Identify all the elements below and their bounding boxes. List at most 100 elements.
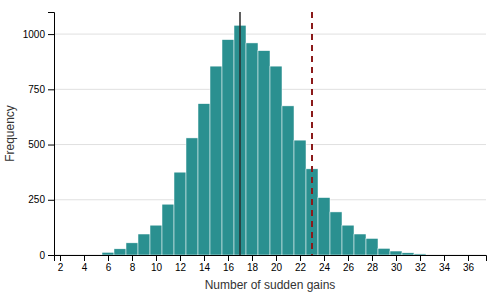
bar [414, 254, 426, 255]
x-tick-label: 34 [439, 262, 451, 273]
x-tick-mark [84, 255, 85, 261]
bar [210, 66, 222, 255]
x-tick-label: 20 [271, 262, 283, 273]
bar [318, 198, 330, 255]
x-tick: 26 [343, 255, 355, 273]
x-tick-mark [420, 255, 421, 261]
x-tick-mark [276, 255, 277, 261]
x-tick-label: 16 [223, 262, 235, 273]
reference-line [239, 12, 241, 255]
y-axis-title: Frequency [3, 105, 17, 162]
reference-line [311, 12, 313, 255]
y-tick-mark [48, 89, 54, 90]
x-tick: 34 [439, 255, 451, 273]
x-tick-label: 10 [151, 262, 163, 273]
x-tick-label: 8 [130, 262, 136, 273]
y-tick-label: 0 [39, 250, 45, 261]
x-tick: 18 [247, 255, 259, 273]
x-tick-mark [252, 255, 253, 261]
x-tick-mark [372, 255, 373, 261]
x-tick-label: 28 [367, 262, 379, 273]
y-tick-mark [48, 34, 54, 35]
x-tick-label: 24 [319, 262, 331, 273]
x-tick-label: 26 [343, 262, 355, 273]
y-tick: 750 [28, 84, 54, 95]
y-tick-mark [48, 200, 54, 201]
bar [222, 40, 234, 255]
x-tick-label: 32 [415, 262, 427, 273]
x-tick-mark [348, 255, 349, 261]
bar [102, 252, 114, 255]
x-tick: 24 [319, 255, 331, 273]
x-axis: 24681012141618202224262830323436 [55, 255, 487, 273]
x-tick: 22 [295, 255, 307, 273]
x-tick: 30 [391, 255, 403, 273]
x-tick-mark [132, 255, 133, 261]
bar [282, 106, 294, 255]
x-tick-mark [396, 255, 397, 261]
bar [402, 253, 414, 255]
y-tick: 500 [28, 139, 54, 150]
x-tick: 16 [223, 255, 235, 273]
grid-line [54, 34, 486, 35]
x-tick-label: 14 [199, 262, 211, 273]
bar [330, 212, 342, 255]
x-tick-mark [468, 255, 469, 261]
bar [246, 43, 258, 255]
x-tick-mark [324, 255, 325, 261]
bar [390, 251, 402, 255]
grid [54, 34, 486, 255]
x-tick-label: 12 [175, 262, 187, 273]
x-tick-label: 4 [82, 262, 88, 273]
x-tick-label: 18 [247, 262, 259, 273]
bar [114, 249, 126, 255]
y-tick: 0 [39, 250, 54, 261]
bar [342, 225, 354, 255]
x-tick: 28 [367, 255, 379, 273]
chart: 2468101214161820222426283032343602505007… [0, 0, 500, 295]
bars [102, 25, 426, 255]
x-tick-mark [108, 255, 109, 261]
x-tick-label: 6 [106, 262, 112, 273]
bar [162, 204, 174, 255]
x-axis-line [55, 256, 487, 262]
x-tick-label: 30 [391, 262, 403, 273]
y-tick-mark [48, 255, 54, 256]
bar [126, 243, 138, 255]
y-tick-label: 500 [28, 139, 45, 150]
bar [150, 225, 162, 255]
x-tick: 12 [175, 255, 187, 273]
y-tick-label: 1000 [23, 29, 46, 40]
x-tick-label: 2 [58, 262, 64, 273]
x-tick: 2 [58, 255, 64, 273]
x-tick: 20 [271, 255, 283, 273]
bar [138, 234, 150, 255]
x-tick: 8 [130, 255, 136, 273]
x-tick-label: 36 [463, 262, 475, 273]
bar [378, 248, 390, 255]
x-tick-mark [204, 255, 205, 261]
x-tick: 14 [199, 255, 211, 273]
x-tick: 6 [106, 255, 112, 273]
y-tick-label: 750 [28, 84, 45, 95]
x-tick-mark [228, 255, 229, 261]
bar [366, 238, 378, 255]
x-tick: 36 [463, 255, 475, 273]
x-tick-mark [60, 255, 61, 261]
x-tick-mark [156, 255, 157, 261]
x-tick-mark [180, 255, 181, 261]
x-tick-mark [300, 255, 301, 261]
bar [354, 234, 366, 255]
x-axis-title: Number of sudden gains [205, 278, 336, 292]
bar [294, 140, 306, 255]
bar [270, 66, 282, 255]
y-axis-line [48, 13, 55, 256]
x-tick: 32 [415, 255, 427, 273]
y-tick-mark [48, 145, 54, 146]
x-tick: 4 [82, 255, 88, 273]
reference-lines [240, 12, 312, 255]
bar [174, 172, 186, 255]
x-tick-mark [444, 255, 445, 261]
y-tick-label: 250 [28, 194, 45, 205]
bar [186, 138, 198, 255]
